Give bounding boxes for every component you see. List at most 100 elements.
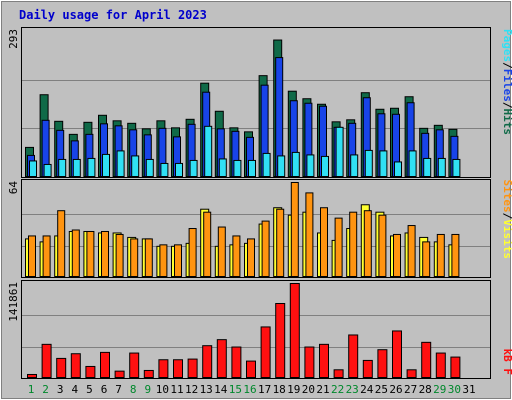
pages-bar bbox=[452, 158, 461, 178]
sites-bar bbox=[159, 244, 168, 277]
legend-kbytes: kB F bbox=[501, 349, 512, 376]
x-tick-label: 23 bbox=[346, 383, 359, 396]
legend-text: Pages/Files/Hits bbox=[501, 29, 512, 135]
kbytes-bar bbox=[319, 343, 329, 379]
legend-hits: Pages/Files/Hits bbox=[501, 29, 512, 135]
pages-bar bbox=[350, 154, 359, 177]
pages-bar bbox=[131, 155, 140, 177]
pages-bar bbox=[306, 154, 315, 177]
kbytes-bar bbox=[85, 365, 96, 379]
legend-pages: Pages bbox=[501, 29, 512, 62]
kbytes-bar bbox=[333, 369, 344, 378]
sites-bar bbox=[57, 210, 66, 277]
x-tick-label: 11 bbox=[170, 383, 183, 396]
pages-bar bbox=[218, 158, 227, 177]
legend-visits-label: Visits bbox=[501, 219, 512, 259]
pages-bar bbox=[262, 152, 271, 178]
sites-bar bbox=[334, 217, 343, 277]
x-tick-label: 12 bbox=[185, 383, 198, 396]
pages-bar bbox=[321, 155, 329, 178]
x-tick-label: 28 bbox=[419, 383, 432, 396]
pages-bar bbox=[423, 157, 432, 177]
x-tick-label: 22 bbox=[331, 383, 344, 396]
sites-bar bbox=[407, 225, 416, 277]
x-tick-label: 9 bbox=[144, 383, 151, 396]
pages-bar bbox=[43, 163, 52, 177]
kbytes-bar bbox=[421, 341, 432, 378]
kbytes-bar bbox=[275, 302, 286, 379]
pages-bar bbox=[408, 150, 417, 178]
pages-bar bbox=[335, 126, 344, 177]
kbytes-bar bbox=[362, 359, 373, 378]
legend-kbytes-label: kB F bbox=[501, 349, 512, 376]
pages-bar bbox=[58, 158, 67, 178]
sites-bar bbox=[86, 230, 95, 277]
sites-bar bbox=[28, 235, 36, 277]
x-tick-label: 3 bbox=[57, 383, 64, 396]
sites-bar bbox=[305, 192, 314, 277]
legend-hits: Hits bbox=[501, 109, 512, 136]
chart-title: Daily usage for April 2023 bbox=[19, 8, 207, 22]
x-tick-label: 2 bbox=[42, 383, 49, 396]
bars bbox=[25, 39, 461, 379]
pages-bar bbox=[248, 159, 256, 178]
x-tick-label: 7 bbox=[115, 383, 122, 396]
x-tick-label: 1 bbox=[28, 383, 35, 396]
x-tick-label: 27 bbox=[404, 383, 417, 396]
kbytes-bar bbox=[56, 357, 67, 378]
sites-bar bbox=[393, 233, 401, 277]
x-tick-label: 25 bbox=[375, 383, 388, 396]
x-tick-label: 19 bbox=[287, 383, 300, 396]
kbytes-bar bbox=[143, 369, 154, 378]
hits-ymax-label: 293 bbox=[7, 29, 20, 49]
kbytes-bar bbox=[158, 359, 169, 378]
pages-bar bbox=[175, 162, 183, 178]
x-tick-label: 21 bbox=[316, 383, 329, 396]
pages-bar bbox=[102, 153, 110, 178]
legend-sep: / bbox=[501, 213, 512, 220]
pages-bar bbox=[291, 151, 300, 177]
x-tick-label: 5 bbox=[86, 383, 93, 396]
legend-text: Sites/Visits bbox=[501, 180, 512, 260]
kbytes-bar bbox=[202, 345, 213, 378]
x-tick-label: 6 bbox=[101, 383, 108, 396]
x-tick-label: 20 bbox=[302, 383, 315, 396]
sites-bar bbox=[261, 220, 270, 277]
sites-bar bbox=[422, 241, 431, 277]
sites-bar bbox=[188, 228, 197, 277]
kbytes-bar bbox=[231, 346, 242, 379]
kbytes-bar bbox=[348, 334, 359, 378]
kbytes-bar bbox=[187, 358, 198, 379]
pages-bar bbox=[29, 160, 37, 177]
sites-bar bbox=[115, 233, 124, 277]
kbytes-bar bbox=[216, 339, 227, 378]
pages-bar bbox=[160, 162, 169, 178]
kbytes-bar bbox=[100, 351, 110, 378]
visits-ymax-label: 64 bbox=[7, 181, 20, 195]
pages-bar bbox=[189, 159, 198, 178]
legend-files: Files bbox=[501, 69, 512, 102]
sites-bar bbox=[217, 226, 226, 277]
x-tick-label: 24 bbox=[360, 383, 374, 396]
kbytes-bar bbox=[114, 370, 125, 379]
sites-bar bbox=[320, 207, 328, 277]
sites-bar bbox=[232, 235, 241, 277]
kbytes-bar bbox=[173, 359, 183, 378]
x-tick-label: 29 bbox=[433, 383, 446, 396]
x-axis-labels: 1 2 3 4 5 6 7 8 9 10 11 12 13 14 15 16 17 18 19 20 21 22 23 24 2… bbox=[28, 383, 476, 396]
legend-sep: / bbox=[501, 102, 512, 109]
x-tick-label: 18 bbox=[273, 383, 286, 396]
sites-bar bbox=[276, 208, 285, 277]
kbytes-bar bbox=[304, 346, 315, 379]
pages-bar bbox=[233, 159, 242, 178]
kbytes-bar bbox=[289, 283, 300, 378]
kbytes-bar bbox=[70, 353, 81, 379]
sites-bar bbox=[71, 229, 80, 277]
sites-bar bbox=[203, 211, 212, 277]
kbytes-bar bbox=[392, 330, 402, 379]
sites-bar bbox=[363, 210, 372, 277]
x-tick-label: 4 bbox=[71, 383, 78, 396]
kbytes-ymax-label: 141861 bbox=[7, 282, 20, 322]
kbytes-bar bbox=[377, 349, 388, 378]
